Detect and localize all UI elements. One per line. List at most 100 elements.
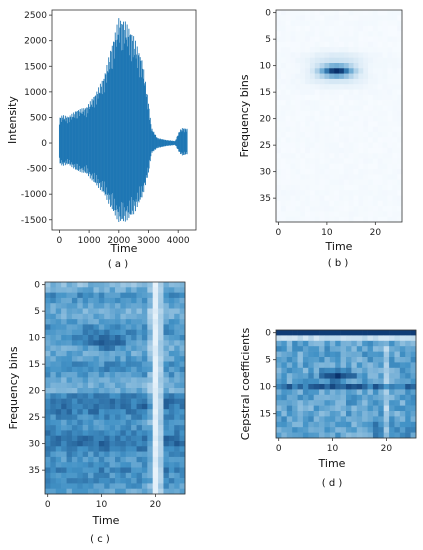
heatmap-cell xyxy=(174,462,180,468)
heatmap-cell xyxy=(109,430,116,436)
heatmap-cell xyxy=(378,335,384,342)
heatmap-cell xyxy=(109,377,116,383)
heatmap-cell xyxy=(88,329,94,336)
heatmap-cell xyxy=(324,174,330,180)
heatmap-cell xyxy=(324,190,330,196)
heatmap-cell xyxy=(314,206,320,212)
heatmap-cell xyxy=(93,472,100,479)
heatmap-cell xyxy=(335,362,341,369)
heatmap-cell xyxy=(295,52,301,58)
heatmap-cell xyxy=(50,361,57,368)
heatmap-cell xyxy=(358,25,364,32)
heatmap-cell xyxy=(300,206,306,212)
heatmap-cell xyxy=(152,361,159,368)
heatmap-cell xyxy=(55,287,62,293)
heatmap-cell xyxy=(66,382,73,389)
heatmap-cell xyxy=(313,405,320,412)
heatmap-cell xyxy=(71,287,78,293)
heatmap-cell xyxy=(324,137,330,143)
heatmap-cell xyxy=(377,163,383,170)
heatmap-cell xyxy=(152,297,159,304)
heatmap-cell xyxy=(309,131,316,138)
heatmap-cell xyxy=(141,282,148,288)
heatmap-cell xyxy=(93,435,100,442)
heatmap-cell xyxy=(88,361,94,368)
heatmap-cell xyxy=(66,483,73,489)
heatmap-cell xyxy=(104,409,110,415)
heatmap-cell xyxy=(358,73,364,80)
heatmap-cell xyxy=(276,351,282,358)
heatmap-cell xyxy=(98,456,105,463)
heatmap-cell xyxy=(281,405,288,412)
heatmap-cell xyxy=(300,211,306,217)
heatmap-cell xyxy=(141,313,148,320)
heatmap-cell xyxy=(368,73,374,80)
heatmap-cell xyxy=(280,131,286,138)
heatmap-cell xyxy=(377,116,383,122)
heatmap-cell xyxy=(50,467,57,474)
heatmap-cell xyxy=(302,416,309,423)
heatmap-cell xyxy=(362,330,368,336)
heatmap-cell xyxy=(66,350,73,357)
heatmap-cell xyxy=(276,15,282,21)
heatmap-cell xyxy=(351,427,358,433)
heatmap-cell xyxy=(179,467,186,474)
heatmap-cell xyxy=(372,147,379,154)
heatmap-cell xyxy=(308,389,314,396)
heatmap-cell xyxy=(340,394,347,401)
heatmap-cell xyxy=(362,346,368,352)
heatmap-cell xyxy=(168,419,175,426)
heatmap-cell xyxy=(300,169,306,175)
heatmap-cell xyxy=(309,184,316,191)
heatmap-cell xyxy=(158,488,164,495)
heatmap-cell xyxy=(397,126,403,133)
heatmap-cell xyxy=(280,36,286,43)
heatmap-cell xyxy=(394,378,401,385)
heatmap-cell xyxy=(377,126,383,133)
y-tick-label: 2500 xyxy=(24,11,47,21)
heatmap-cell xyxy=(324,41,330,48)
heatmap-cell xyxy=(346,340,352,347)
heatmap-cell xyxy=(340,411,347,417)
heatmap-cell xyxy=(77,451,83,458)
heatmap-cell xyxy=(163,388,170,394)
heatmap-cell xyxy=(382,31,388,37)
heatmap-cell xyxy=(290,184,296,191)
heatmap-cell xyxy=(136,441,143,447)
heatmap-cell xyxy=(77,483,83,489)
heatmap-cell xyxy=(147,382,153,389)
panel-b-ylabel: Frequency bins xyxy=(238,74,251,157)
heatmap-cell xyxy=(300,25,306,32)
heatmap-cell xyxy=(308,384,314,390)
heatmap-cell xyxy=(61,483,67,489)
heatmap-cell xyxy=(339,25,345,32)
heatmap-cell xyxy=(363,142,369,149)
heatmap-cell xyxy=(152,393,159,399)
heatmap-cell xyxy=(131,451,137,458)
heatmap-cell xyxy=(334,184,340,191)
heatmap-cell xyxy=(66,313,73,320)
heatmap-cell xyxy=(125,297,132,304)
heatmap-cell xyxy=(131,382,137,389)
heatmap-cell xyxy=(50,409,57,415)
heatmap-cell xyxy=(115,335,121,341)
heatmap-cell xyxy=(98,462,105,468)
heatmap-cell xyxy=(353,116,359,122)
heatmap-cell xyxy=(61,425,67,431)
heatmap-cell xyxy=(363,41,369,48)
heatmap-cell xyxy=(319,389,325,396)
heatmap-cell xyxy=(120,350,127,357)
heatmap-cell xyxy=(335,416,341,423)
heatmap-cell xyxy=(378,432,384,439)
heatmap-cell xyxy=(292,411,298,417)
panel-d-xlabel: Time xyxy=(318,457,346,470)
heatmap-cell xyxy=(276,421,282,428)
heatmap-cell xyxy=(131,303,137,309)
heatmap-cell xyxy=(309,169,316,175)
heatmap-cell xyxy=(131,361,137,368)
heatmap-cell xyxy=(168,282,175,288)
heatmap-cell xyxy=(346,357,352,363)
heatmap-cell xyxy=(115,435,121,442)
heatmap-cell xyxy=(136,382,143,389)
heatmap-cell xyxy=(367,357,374,363)
